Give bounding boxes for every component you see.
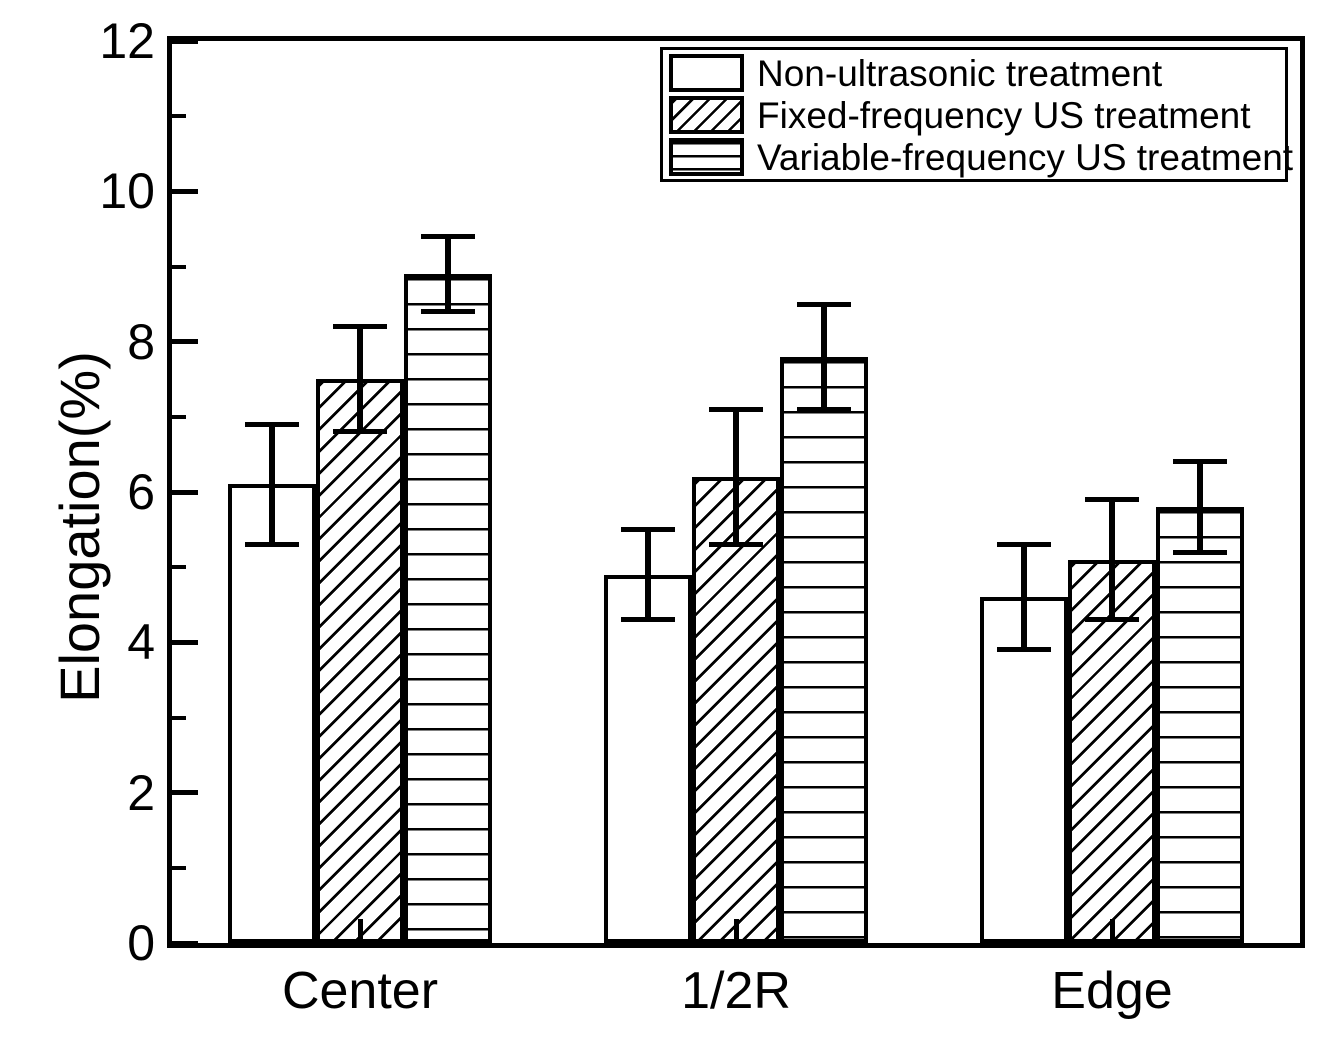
error-bar-cap-top	[333, 324, 387, 330]
error-bar-stem	[821, 304, 827, 410]
legend-swatch-diagonal-hatch	[669, 96, 744, 134]
x-category-label: Center	[281, 962, 439, 1020]
error-bar-cap-bottom	[709, 542, 763, 548]
error-bar-stem	[269, 424, 275, 545]
x-category-label: 1/2R	[681, 962, 791, 1020]
bar-1-2r-fixed-frequency-us-treatment	[692, 476, 780, 943]
error-bar-stem	[1109, 499, 1115, 620]
error-bar-cap-top	[1085, 497, 1139, 503]
error-bar-cap-bottom	[997, 647, 1051, 653]
legend-label: Variable-frequency US treatment	[757, 136, 1294, 178]
y-tick-label: 10	[99, 163, 155, 220]
legend-row: Non-ultrasonic treatment	[663, 52, 1285, 94]
error-bar-cap-top	[621, 527, 675, 533]
error-bar-cap-top	[709, 406, 763, 412]
y-major-tick	[172, 489, 198, 495]
y-tick-label: 6	[127, 464, 155, 520]
legend-swatch-horizontal-lines	[669, 138, 744, 176]
plot-frame	[167, 36, 1305, 948]
error-bar-stem	[357, 326, 363, 432]
error-bar-stem	[645, 529, 651, 620]
bar-1-2r-variable-frequency-us-treatment	[780, 356, 868, 943]
x-category-tick	[357, 919, 363, 943]
y-minor-tick	[172, 114, 186, 119]
error-bar-cap-bottom	[621, 617, 675, 623]
error-bar-cap-bottom	[797, 406, 851, 412]
y-major-tick	[172, 639, 198, 645]
error-bar-cap-top	[245, 421, 299, 427]
error-bar-cap-top	[1173, 459, 1227, 465]
y-major-tick	[172, 940, 198, 946]
y-minor-tick	[172, 264, 186, 269]
error-bar-stem	[733, 409, 739, 545]
bar-edge-non-ultrasonic-treatment	[980, 597, 1068, 943]
bar-1-2r-non-ultrasonic-treatment	[604, 574, 692, 943]
legend-swatch-plain	[669, 54, 744, 92]
bar-edge-fixed-frequency-us-treatment	[1068, 559, 1156, 943]
legend: Non-ultrasonic treatment Fixed-frequency …	[660, 47, 1293, 182]
error-bar-cap-bottom	[1085, 617, 1139, 623]
y-tick-label: 8	[127, 313, 155, 370]
y-major-tick	[172, 790, 198, 796]
error-bar-stem	[1021, 544, 1027, 650]
error-bar-cap-bottom	[1173, 549, 1227, 555]
y-minor-tick	[172, 565, 186, 570]
bar-edge-variable-frequency-us-treatment	[1156, 507, 1244, 943]
x-category-tick	[733, 919, 739, 943]
x-category-tick	[1109, 919, 1115, 943]
y-minor-tick	[172, 865, 186, 870]
error-bar-cap-bottom	[245, 542, 299, 548]
error-bar-cap-top	[797, 301, 851, 307]
y-tick-label: 4	[127, 614, 155, 671]
legend-label: Fixed-frequency US treatment	[757, 94, 1251, 136]
error-bar-stem	[445, 236, 451, 312]
legend-label: Non-ultrasonic treatment	[757, 52, 1163, 94]
bar-center-variable-frequency-us-treatment	[404, 274, 492, 943]
legend-row: Variable-frequency US treatment	[663, 136, 1293, 178]
bar-center-non-ultrasonic-treatment	[228, 484, 316, 943]
error-bar-cap-top	[997, 542, 1051, 548]
y-tick-label: 12	[99, 13, 155, 69]
error-bar-cap-top	[421, 233, 475, 239]
error-bar-cap-bottom	[421, 309, 475, 315]
y-tick-label: 2	[127, 764, 155, 821]
y-minor-tick	[172, 414, 186, 419]
legend-row: Fixed-frequency US treatment	[663, 94, 1285, 136]
y-major-tick	[172, 38, 198, 44]
y-tick-label: 0	[127, 915, 155, 971]
error-bar-cap-bottom	[333, 429, 387, 435]
y-major-tick	[172, 188, 198, 194]
error-bar-stem	[1197, 461, 1203, 553]
bar-center-fixed-frequency-us-treatment	[316, 379, 404, 943]
x-category-label: Edge	[1051, 962, 1173, 1020]
y-minor-tick	[172, 715, 186, 720]
y-major-tick	[172, 339, 198, 345]
